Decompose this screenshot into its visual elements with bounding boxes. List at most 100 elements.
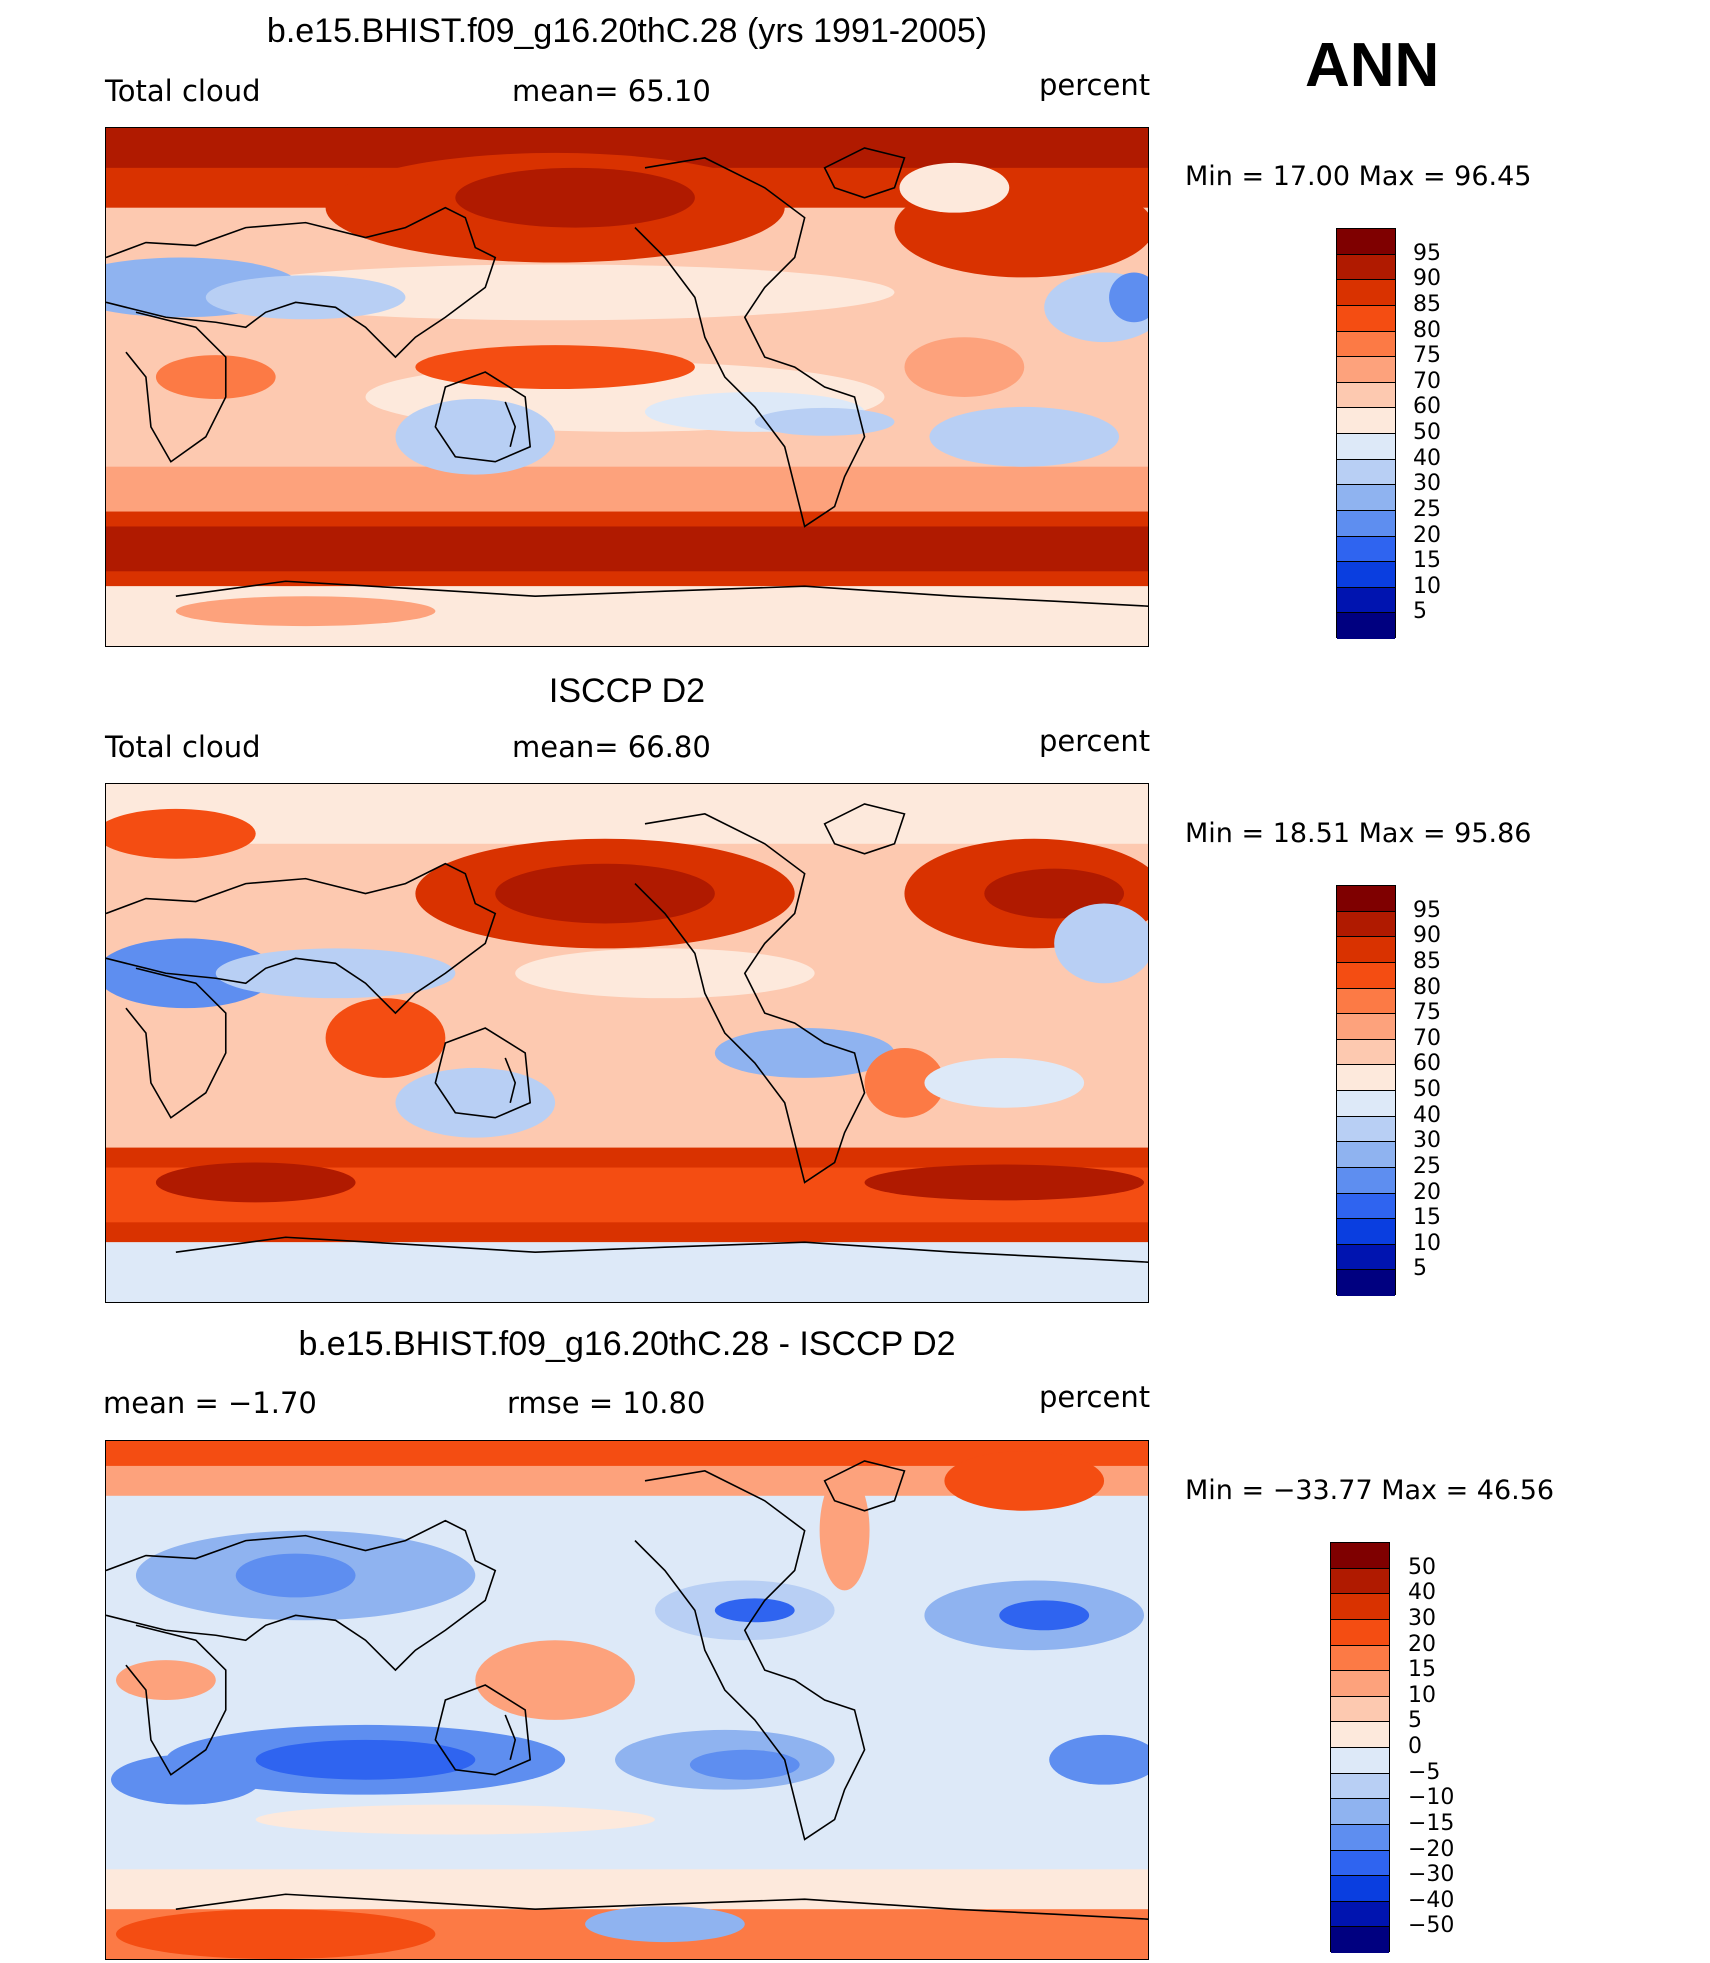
colorbar-label: 15	[1408, 1657, 1436, 1683]
colorbar-swatch	[1337, 911, 1395, 938]
panel-1-colorbar	[1336, 228, 1396, 639]
panel-3-units-label: percent	[1039, 1380, 1151, 1414]
season-label: ANN	[1305, 31, 1440, 100]
colorbar-swatch	[1337, 229, 1395, 255]
panel-2-variable-label: Total cloud	[105, 730, 261, 764]
colorbar-swatch	[1337, 408, 1395, 434]
colorbar-swatch	[1331, 1645, 1389, 1672]
colorbar-swatch	[1331, 1568, 1389, 1595]
colorbar-label: −10	[1408, 1785, 1455, 1811]
colorbar-label: 70	[1413, 1025, 1441, 1051]
colorbar-swatch	[1337, 1167, 1395, 1194]
colorbar-swatch	[1331, 1696, 1389, 1723]
colorbar-swatch	[1331, 1619, 1389, 1646]
colorbar-swatch	[1331, 1773, 1389, 1800]
colorbar-swatch	[1337, 459, 1395, 486]
colorbar-label: 25	[1413, 496, 1441, 522]
colorbar-swatch	[1337, 937, 1395, 963]
colorbar-label: 40	[1413, 445, 1441, 471]
colorbar-label: 95	[1413, 240, 1441, 266]
colorbar-label: 40	[1408, 1580, 1436, 1606]
colorbar-swatch	[1331, 1824, 1389, 1851]
colorbar-label: 50	[1413, 420, 1441, 445]
colorbar-label: 40	[1413, 1102, 1441, 1128]
colorbar-swatch	[1331, 1927, 1389, 1953]
colorbar-label: 10	[1413, 1230, 1441, 1256]
colorbar-label: −50	[1408, 1913, 1455, 1939]
colorbar-label: 10	[1408, 1682, 1436, 1708]
colorbar-swatch	[1337, 1219, 1395, 1245]
colorbar-swatch	[1337, 1065, 1395, 1091]
colorbar-swatch	[1337, 1091, 1395, 1117]
colorbar-label: 20	[1413, 1179, 1441, 1205]
panel-3-colorbar	[1330, 1542, 1390, 1953]
colorbar-swatch	[1331, 1901, 1389, 1928]
panel-2-map	[105, 783, 1149, 1303]
colorbar-label: 50	[1413, 1077, 1441, 1102]
panel-1-map	[105, 127, 1149, 647]
colorbar-label: 15	[1413, 548, 1441, 574]
colorbar-swatch	[1337, 988, 1395, 1015]
colorbar-swatch	[1337, 331, 1395, 358]
panel-1-mean-label: mean= 65.10	[512, 74, 711, 108]
colorbar-swatch	[1331, 1876, 1389, 1902]
colorbar-swatch	[1337, 962, 1395, 989]
colorbar-label: 5	[1413, 599, 1427, 625]
colorbar-label: 85	[1413, 948, 1441, 974]
colorbar-label: 5	[1408, 1708, 1422, 1734]
colorbar-label: 60	[1413, 1051, 1441, 1077]
colorbar-label: 30	[1413, 471, 1441, 497]
panel-2-mean-label: mean= 66.80	[512, 730, 711, 764]
colorbar-swatch	[1337, 1244, 1395, 1271]
colorbar-swatch	[1337, 1014, 1395, 1040]
colorbar-swatch	[1337, 485, 1395, 511]
colorbar-label: 0	[1408, 1734, 1422, 1759]
colorbar-swatch	[1337, 382, 1395, 409]
panel-3-rmse-label: rmse = 10.80	[507, 1386, 706, 1420]
colorbar-label: 20	[1408, 1631, 1436, 1657]
colorbar-swatch	[1337, 536, 1395, 563]
panel-3-minmax: Min = −33.77 Max = 46.56	[1185, 1475, 1555, 1506]
colorbar-swatch	[1337, 587, 1395, 614]
colorbar-label: 70	[1413, 368, 1441, 394]
colorbar-swatch	[1331, 1671, 1389, 1697]
colorbar-label: 30	[1413, 1128, 1441, 1154]
colorbar-swatch	[1337, 1142, 1395, 1168]
colorbar-swatch	[1337, 1270, 1395, 1296]
colorbar-label: 90	[1413, 923, 1441, 949]
panel-1-units-label: percent	[1039, 68, 1151, 102]
panel-2-colorbar	[1336, 885, 1396, 1296]
colorbar-label: −30	[1408, 1862, 1455, 1888]
colorbar-label: 50	[1408, 1554, 1436, 1580]
panel-3-title: b.e15.BHIST.f09_g16.20thC.28 - ISCCP D2	[298, 1325, 956, 1363]
colorbar-label: 75	[1413, 1000, 1441, 1026]
colorbar-swatch	[1337, 280, 1395, 306]
colorbar-label: 20	[1413, 522, 1441, 548]
colorbar-label: 95	[1413, 897, 1441, 923]
colorbar-swatch	[1337, 886, 1395, 912]
colorbar-swatch	[1337, 434, 1395, 460]
colorbar-swatch	[1337, 1039, 1395, 1066]
colorbar-swatch	[1337, 510, 1395, 537]
colorbar-label: −5	[1408, 1759, 1441, 1785]
colorbar-swatch	[1331, 1722, 1389, 1748]
panel-3-map	[105, 1440, 1149, 1960]
colorbar-label: 80	[1413, 317, 1441, 343]
colorbar-swatch	[1337, 254, 1395, 281]
panel-1-variable-label: Total cloud	[105, 74, 261, 108]
panel-3-mean-label: mean = −1.70	[103, 1386, 317, 1420]
panel-1-title: b.e15.BHIST.f09_g16.20thC.28 (yrs 1991-2…	[266, 12, 988, 50]
colorbar-swatch	[1331, 1799, 1389, 1825]
colorbar-label: −15	[1408, 1810, 1455, 1836]
colorbar-swatch	[1337, 613, 1395, 639]
colorbar-label: 10	[1413, 573, 1441, 599]
colorbar-label: −40	[1408, 1887, 1455, 1913]
colorbar-swatch	[1331, 1543, 1389, 1569]
panel-2-units-label: percent	[1039, 724, 1151, 758]
colorbar-label: 75	[1413, 343, 1441, 369]
colorbar-label: 80	[1413, 974, 1441, 1000]
colorbar-swatch	[1337, 562, 1395, 588]
panel-1-minmax: Min = 17.00 Max = 96.45	[1185, 161, 1532, 192]
panel-2-title: ISCCP D2	[548, 672, 706, 710]
colorbar-swatch	[1331, 1748, 1389, 1774]
